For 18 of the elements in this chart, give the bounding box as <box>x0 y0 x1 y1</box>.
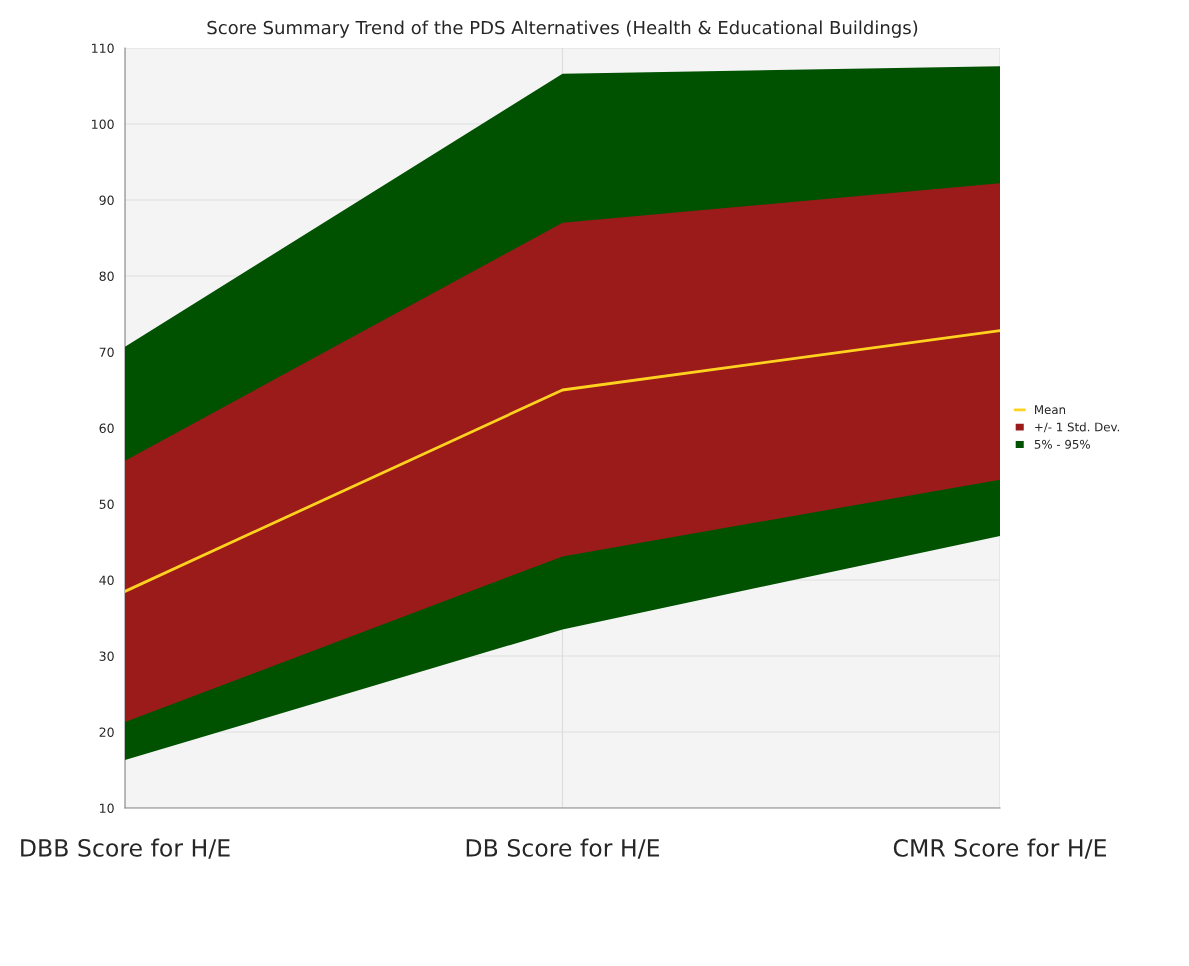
legend-label: Mean <box>1035 405 1066 415</box>
legend-label: 5% - 95% <box>1034 439 1090 449</box>
y-tick-label: 70 <box>99 347 114 357</box>
y-tick-label: 110 <box>92 43 114 53</box>
y-tick-label: 10 <box>100 803 114 813</box>
y-tick-label: 50 <box>99 499 114 509</box>
y-tick-label: 30 <box>99 651 114 661</box>
x-tick-label: CMR Score for H/E <box>893 838 1106 859</box>
y-tick-label: 20 <box>99 727 114 737</box>
y-tick-label: 100 <box>92 119 114 129</box>
y-tick-label: 80 <box>99 271 114 281</box>
y-tick-label: 90 <box>99 195 114 205</box>
y-tick-label: 40 <box>99 575 114 585</box>
x-tick-label: DBB Score for H/E <box>21 838 230 859</box>
x-tick-label: DB Score for H/E <box>466 838 660 859</box>
legend-label: +/- 1 Std. Dev. <box>1035 422 1120 433</box>
chart-title: Score Summary Trend of the PDS Alternatives (Health & Educational Buildings) <box>207 20 918 38</box>
y-tick-label: 60 <box>99 423 114 433</box>
